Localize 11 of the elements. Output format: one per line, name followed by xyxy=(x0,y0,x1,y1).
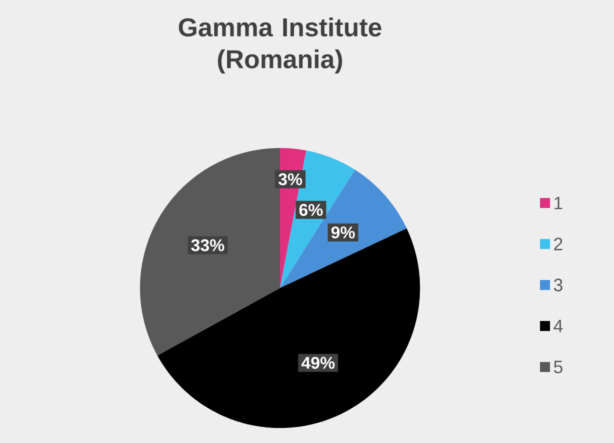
legend-label: 4 xyxy=(554,320,563,332)
data-label: 3% xyxy=(278,173,302,186)
data-label: 9% xyxy=(331,226,355,238)
chart-title: Gamma Institute (Romania) xyxy=(178,18,382,74)
data-label: 6% xyxy=(299,204,323,216)
legend-label: 5 xyxy=(554,360,562,374)
data-label: 49% xyxy=(301,356,335,369)
legend-label: 1 xyxy=(554,196,562,210)
legend-label: 2 xyxy=(554,238,562,250)
legend-label: 3 xyxy=(554,278,562,292)
data-label: 33% xyxy=(191,239,224,252)
